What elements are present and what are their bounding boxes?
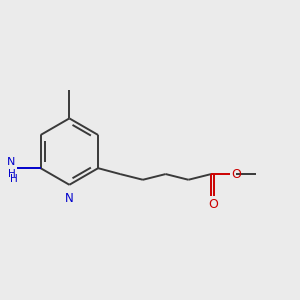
Text: O: O [208, 198, 218, 211]
Text: N: N [7, 158, 16, 167]
Text: N: N [65, 192, 74, 205]
Text: O: O [231, 168, 241, 181]
Text: H: H [10, 174, 17, 184]
Text: H: H [8, 169, 16, 179]
